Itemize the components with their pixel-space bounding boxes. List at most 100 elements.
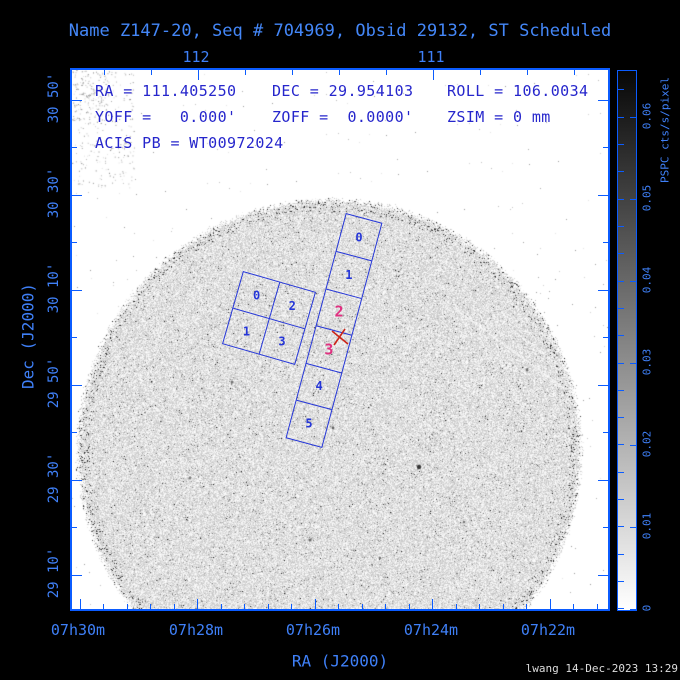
y-axis-right-tick — [598, 289, 608, 291]
colorbar-major-tick — [630, 280, 636, 282]
x-axis-bottom-tick — [596, 604, 598, 609]
x-axis-bottom-tick — [150, 604, 151, 609]
dec-tick-label: 29 50' — [46, 357, 62, 409]
acis-s-chip-label: 1 — [345, 267, 353, 282]
ra-tick-label: 07h28m — [168, 621, 224, 639]
y-axis-left-tick — [72, 99, 82, 101]
y-axis-left-tick — [72, 479, 82, 481]
y-axis-right-minor-tick — [603, 242, 608, 243]
x-axis-bottom-tick — [385, 604, 386, 609]
x-axis-bottom-tick — [220, 604, 222, 609]
y-axis-left-minor-tick — [72, 147, 77, 148]
colorbar-minor-tick — [618, 499, 624, 501]
page-title: Name Z147-20, Seq # 704969, Obsid 29132,… — [68, 21, 612, 41]
colorbar-minor-tick — [618, 471, 624, 473]
y-axis-right-minor-tick — [603, 337, 608, 338]
colorbar-minor-tick — [618, 198, 624, 200]
x-axis-top-tick — [479, 70, 481, 75]
ra-readout: RA = 111.405250 — [95, 82, 237, 100]
colorbar-minor-tick — [618, 553, 624, 555]
acis-i-chip-label: 2 — [288, 298, 296, 313]
x-axis-top-tick — [244, 70, 246, 75]
timestamp: lwang 14-Dec-2023 13:29 — [525, 662, 678, 675]
colorbar-tick-label: 0 — [640, 604, 654, 612]
y-axis-right-tick — [598, 384, 608, 386]
colorbar-minor-tick — [618, 608, 624, 610]
acis-s-chip-divider — [326, 288, 362, 299]
colorbar-minor-tick — [618, 89, 624, 91]
x-axis-bottom-tick — [361, 604, 363, 609]
dec-tick-label: 30 50' — [46, 72, 62, 124]
y-axis-right-tick — [598, 574, 608, 576]
y-axis-right-tick — [598, 99, 608, 101]
x-axis-bottom-tick — [244, 604, 245, 609]
colorbar-minor-tick — [618, 526, 624, 528]
y-axis-left-minor-tick — [72, 432, 77, 433]
x-axis-bottom-tick — [502, 604, 504, 609]
acis-s-chip-label: 0 — [355, 230, 363, 245]
colorbar-minor-tick — [618, 116, 624, 118]
y-axis-right-minor-tick — [603, 527, 608, 528]
y-axis-right-tick — [598, 194, 608, 196]
roll-readout: ROLL = 106.0034 — [447, 82, 589, 100]
x-axis-title: RA (J2000) — [291, 651, 389, 671]
acis-s-chip-label: 5 — [305, 416, 313, 431]
colorbar — [617, 70, 637, 611]
x-axis-top-tick — [150, 70, 152, 75]
x-axis-top-tick — [573, 70, 575, 75]
colorbar-major-tick — [630, 198, 636, 200]
zsim-readout: ZSIM = 0 mm — [447, 108, 551, 126]
x-axis-top-tick — [526, 70, 528, 75]
acis-s-chip-label: 2 — [334, 302, 344, 321]
dec-readout: DEC = 29.954103 — [272, 82, 414, 100]
x-axis-bottom-tick — [267, 604, 269, 609]
colorbar-minor-tick — [618, 581, 624, 583]
colorbar-major-tick — [630, 362, 636, 364]
x-axis-bottom-tick — [291, 604, 292, 609]
sky-plot-area: RA = 111.405250 DEC = 29.954103 ROLL = 1… — [70, 68, 610, 611]
acis-i-chip-label: 0 — [252, 288, 260, 303]
colorbar-tick-label: 0.05 — [640, 184, 654, 212]
colorbar-major-tick — [630, 526, 636, 528]
x-axis-bottom-tick — [432, 599, 433, 609]
colorbar-tick-label: 0.02 — [640, 430, 654, 458]
x-axis-bottom-tick — [408, 604, 410, 609]
colorbar-minor-tick — [618, 253, 624, 255]
x-axis-top-tick — [432, 70, 434, 80]
colorbar-minor-tick — [618, 280, 624, 282]
colorbar-tick-label: 0.06 — [640, 102, 654, 130]
acis-pb-readout: ACIS PB = WT00972024 — [95, 134, 284, 152]
y-axis-left-tick — [72, 574, 82, 576]
zoff-readout: ZOFF = 0.0000' — [272, 108, 414, 126]
colorbar-major-tick — [630, 116, 636, 118]
colorbar-tick-label: 0.03 — [640, 348, 654, 376]
colorbar-minor-tick — [618, 335, 624, 337]
x-axis-bottom-tick — [455, 604, 457, 609]
x-axis-bottom-tick — [526, 604, 527, 609]
ra-tick-label: 07h30m — [50, 621, 106, 639]
y-axis-left-tick — [72, 194, 82, 196]
x-axis-bottom-tick — [173, 604, 175, 609]
ra-tick-label: 07h22m — [520, 621, 576, 639]
y-axis-right-minor-tick — [603, 432, 608, 433]
y-axis-left-minor-tick — [72, 527, 77, 528]
colorbar-tick-label: 0.01 — [640, 512, 654, 540]
colorbar-major-tick — [630, 444, 636, 446]
y-axis-title: Dec (J2000) — [18, 283, 38, 389]
colorbar-unit-label: PSPC cts/s/pixel — [658, 77, 672, 183]
y-axis-left-tick — [72, 384, 82, 386]
x-axis-bottom-tick — [197, 599, 198, 609]
colorbar-minor-tick — [618, 171, 624, 173]
y-axis-left-tick — [72, 289, 82, 291]
x-axis-top-tick — [103, 70, 105, 75]
y-axis-right-tick — [598, 479, 608, 481]
acis-s-chip-label: 4 — [315, 379, 323, 394]
x-axis-bottom-tick — [79, 599, 81, 609]
x-axis-bottom-tick — [338, 604, 339, 609]
y-axis-left-minor-tick — [72, 337, 77, 338]
acis-i-chip-label: 3 — [278, 333, 286, 348]
acis-s-chip-divider — [336, 250, 372, 262]
ra-deg-tick-label: 112 — [182, 48, 210, 66]
acis-i-chip-label: 1 — [242, 323, 250, 338]
